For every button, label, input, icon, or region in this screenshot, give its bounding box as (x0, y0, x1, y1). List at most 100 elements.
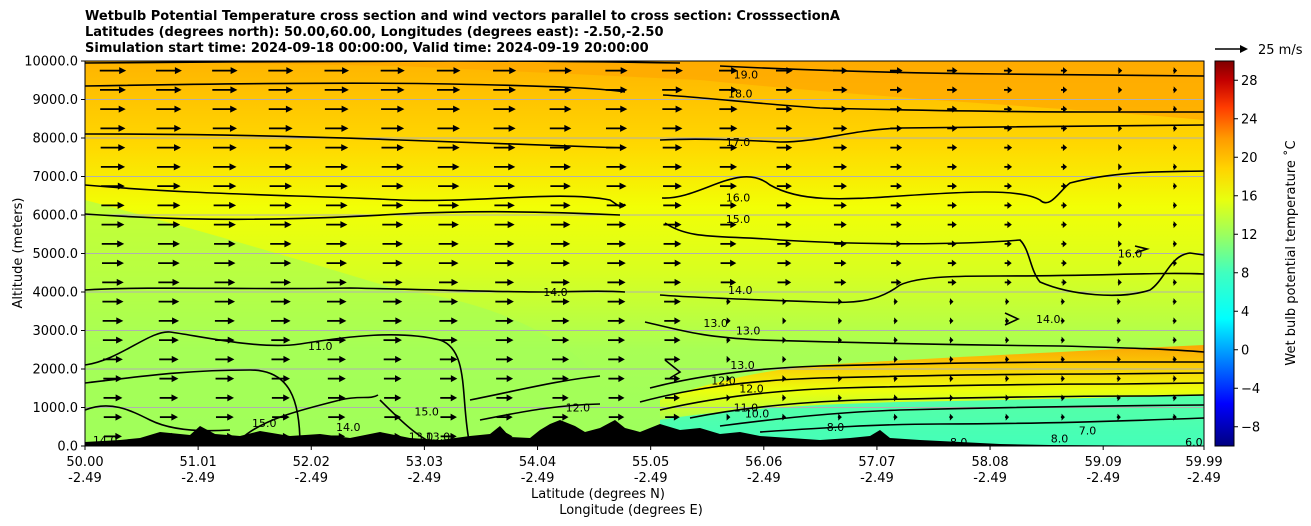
wind-vector (1060, 336, 1065, 344)
wind-vector (158, 298, 180, 306)
wind-vector (325, 201, 348, 209)
wind-vector (437, 124, 460, 132)
wind-vector (608, 336, 626, 344)
x-tick-label-longitude: -2.49 (181, 471, 215, 486)
wind-vector (777, 278, 792, 286)
x-tick-label-longitude: -2.49 (860, 471, 894, 486)
contour-line (664, 359, 682, 379)
wind-vector (1117, 259, 1122, 267)
contour-line (1134, 245, 1150, 254)
contour-label: 11.0 (734, 402, 759, 415)
wind-vector (833, 221, 847, 229)
wind-vector (1061, 105, 1068, 113)
wind-vector (213, 163, 237, 171)
wind-vector (720, 259, 737, 267)
wind-vector (893, 394, 898, 402)
y-tick-label: 3000.0 (33, 324, 79, 339)
wind-vector (833, 124, 848, 132)
wind-vector (608, 394, 625, 402)
contour-lines (85, 61, 1204, 446)
wind-vector (103, 432, 122, 440)
y-tick-label: 7000.0 (33, 170, 79, 185)
contour-line (1004, 312, 1020, 326)
wind-vector (325, 163, 349, 171)
wind-vector (833, 201, 847, 209)
wind-vector (1172, 221, 1177, 229)
wind-vector (439, 278, 459, 286)
wind-vector (494, 221, 515, 229)
wind-vector (1172, 259, 1177, 267)
wind-vector (1172, 355, 1177, 363)
wind-vector (663, 182, 682, 190)
wind-vector (776, 105, 793, 113)
wind-vector (782, 413, 787, 421)
wind-vector (439, 298, 459, 306)
contour-label: 13.0 (736, 325, 761, 338)
wind-vector (437, 144, 460, 152)
wind-vector (949, 394, 954, 402)
wind-vector (383, 336, 402, 344)
wind-vector (1116, 355, 1121, 363)
wind-vector (889, 67, 903, 75)
wind-vector (1004, 221, 1012, 229)
colorbar-ticks: −8 −4 0 4 8 12 16 20 24 28 (1234, 74, 1260, 435)
wind-vector (496, 432, 513, 440)
x-tick-label-longitude: -2.49 (1187, 471, 1221, 486)
wind-vector (663, 278, 682, 286)
wind-vector (893, 336, 898, 344)
title-line-3: Simulation start time: 2024-09-18 00:00:… (85, 41, 649, 56)
wind-vector (328, 432, 346, 440)
wind-vector (890, 182, 902, 190)
contour-line (85, 82, 626, 93)
colorbar-tick-label: −4 (1241, 382, 1260, 397)
colorbar-tick-label: 16 (1241, 189, 1258, 204)
contour-label: 15.0 (162, 434, 187, 447)
wind-vector (664, 375, 681, 383)
wind-vector (382, 221, 404, 229)
wind-vector (326, 221, 348, 229)
wind-vector (1060, 413, 1065, 421)
wind-vector (663, 259, 682, 267)
y-tick-label: 4000.0 (33, 286, 79, 301)
wind-vector (890, 221, 902, 229)
wind-vector (664, 355, 681, 363)
colorbar-tick-label: 0 (1241, 343, 1249, 358)
wind-vector (1060, 355, 1065, 363)
wind-vector (328, 413, 346, 421)
contour-line (689, 394, 1204, 419)
wind-vector (1118, 182, 1123, 190)
wind-vector (271, 317, 291, 325)
wind-vector (1004, 144, 1013, 152)
wind-vector (159, 413, 178, 421)
wind-vector (1118, 124, 1123, 132)
wind-vector (551, 336, 570, 344)
wind-vector (383, 375, 402, 383)
wind-vector (103, 394, 123, 402)
contour-line (639, 372, 1204, 403)
wind-vector (101, 240, 125, 248)
wind-vector (947, 86, 958, 94)
wind-vector (890, 163, 903, 171)
contour-label: 9.0 (676, 428, 694, 441)
contour-label: 13.0 (409, 430, 434, 443)
wind-vector (383, 298, 403, 306)
wind-vector (1061, 221, 1067, 229)
wind-vector (382, 259, 403, 267)
wind-vector (158, 259, 180, 267)
wind-vector (324, 86, 349, 94)
wind-vector (891, 278, 902, 286)
x-tick-label-longitude: -2.49 (1086, 471, 1120, 486)
wind-vector (1004, 201, 1012, 209)
wind-vector (496, 375, 514, 383)
wind-vector (1116, 394, 1121, 402)
x-tick-label-longitude: -2.49 (973, 471, 1007, 486)
wind-vector (156, 105, 182, 113)
wind-vector (947, 144, 958, 152)
contour-label: 8.0 (1051, 432, 1069, 445)
x-tick-label-longitude: -2.49 (747, 471, 781, 486)
wind-vector (268, 105, 293, 113)
wind-vector (270, 240, 292, 248)
wind-vector (381, 163, 404, 171)
wind-vector (493, 86, 517, 94)
